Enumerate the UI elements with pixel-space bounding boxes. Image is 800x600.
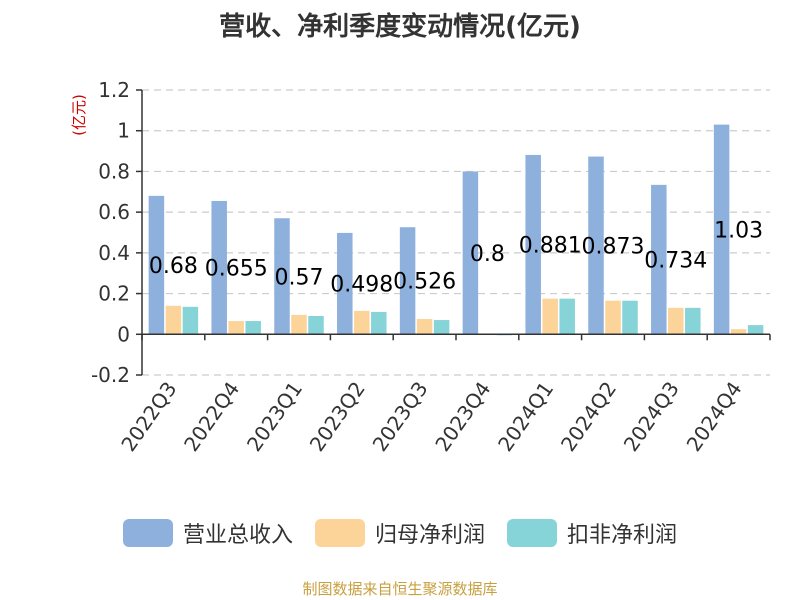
y-tick-label: 1: [117, 119, 130, 143]
source-note: 制图数据来自恒生聚源数据库: [302, 580, 498, 598]
x-tick-label: 2022Q3: [116, 377, 181, 456]
bar-revenue[interactable]: [651, 184, 667, 335]
y-tick-label: 0.2: [98, 282, 130, 306]
bar-revenue[interactable]: [462, 171, 479, 335]
bar-parent-net-profit[interactable]: [605, 300, 621, 335]
legend-label-deducted-net-profit: 扣非净利润: [567, 523, 678, 548]
x-tick-label: 2023Q4: [430, 377, 495, 456]
x-tick-label: 2024Q3: [619, 377, 684, 456]
bar-deducted-net-profit[interactable]: [182, 306, 199, 335]
bar-revenue[interactable]: [713, 124, 730, 335]
bar-revenue[interactable]: [525, 154, 541, 335]
bar-parent-net-profit[interactable]: [291, 314, 307, 335]
x-tick-label: 2022Q4: [179, 377, 244, 456]
y-tick-label: -0.2: [91, 363, 130, 387]
data-label-revenue: 0.8: [470, 242, 505, 267]
x-tick-label: 2024Q2: [556, 377, 621, 456]
bar-deducted-net-profit[interactable]: [433, 320, 450, 335]
y-tick-label: 0: [117, 322, 130, 346]
legend-item-revenue[interactable]: 营业总收入: [122, 517, 293, 549]
legend-swatch-parent-net-profit: [314, 519, 365, 547]
bar-parent-net-profit[interactable]: [542, 298, 558, 335]
data-label-revenue: 0.734: [644, 249, 707, 274]
data-label-revenue: 0.57: [275, 265, 324, 290]
x-tick-label: 2023Q1: [242, 377, 307, 456]
bar-deducted-net-profit[interactable]: [245, 321, 261, 335]
data-label-revenue: 0.526: [393, 270, 456, 295]
bar-revenue[interactable]: [148, 195, 165, 335]
chart-title: 营收、净利季度变动情况(亿元): [219, 12, 581, 42]
bar-deducted-net-profit[interactable]: [747, 325, 764, 335]
x-tick-label: 2024Q4: [682, 377, 747, 456]
data-label-revenue: 0.68: [149, 254, 198, 279]
bar-revenue[interactable]: [274, 218, 290, 335]
bar-parent-net-profit[interactable]: [165, 305, 182, 335]
legend: 营业总收入 归母净利润 扣非净利润: [0, 517, 800, 549]
legend-item-deducted-net-profit[interactable]: 扣非净利润: [507, 517, 677, 549]
bar-revenue[interactable]: [399, 227, 416, 335]
bar-revenue[interactable]: [211, 200, 227, 335]
legend-swatch-revenue: [122, 519, 173, 547]
data-label-revenue: 0.655: [205, 257, 268, 282]
x-tick-label: 2023Q2: [305, 377, 370, 456]
bar-revenue[interactable]: [337, 232, 353, 335]
data-label-revenue: 1.03: [714, 218, 763, 243]
x-tick-label: 2024Q1: [493, 377, 558, 456]
bar-parent-net-profit[interactable]: [354, 310, 370, 335]
y-axis-unit-label: (亿元): [70, 94, 88, 136]
data-label-revenue: 0.498: [330, 273, 393, 298]
bar-deducted-net-profit[interactable]: [685, 307, 701, 335]
x-tick-label: 2023Q3: [368, 377, 433, 456]
y-tick-label: 0.8: [98, 159, 130, 183]
bar-parent-net-profit[interactable]: [416, 319, 433, 335]
legend-item-parent-net-profit[interactable]: 归母净利润: [314, 517, 485, 549]
data-label-revenue: 0.881: [519, 234, 582, 259]
bar-deducted-net-profit[interactable]: [559, 298, 575, 335]
data-label-revenue: 0.873: [582, 234, 645, 259]
y-tick-label: 1.2: [98, 78, 130, 102]
bar-deducted-net-profit[interactable]: [308, 315, 324, 335]
bar-parent-net-profit[interactable]: [668, 307, 684, 335]
bar-deducted-net-profit[interactable]: [622, 300, 638, 335]
bar-deducted-net-profit[interactable]: [371, 311, 387, 335]
legend-label-parent-net-profit: 归母净利润: [374, 523, 485, 548]
legend-label-revenue: 营业总收入: [182, 523, 293, 548]
bar-parent-net-profit[interactable]: [730, 329, 747, 335]
y-tick-label: 0.4: [98, 241, 130, 265]
y-tick-label: 0.6: [98, 200, 130, 224]
bar-revenue[interactable]: [588, 156, 604, 335]
legend-swatch-deducted-net-profit: [507, 519, 557, 547]
bar-parent-net-profit[interactable]: [228, 321, 244, 335]
